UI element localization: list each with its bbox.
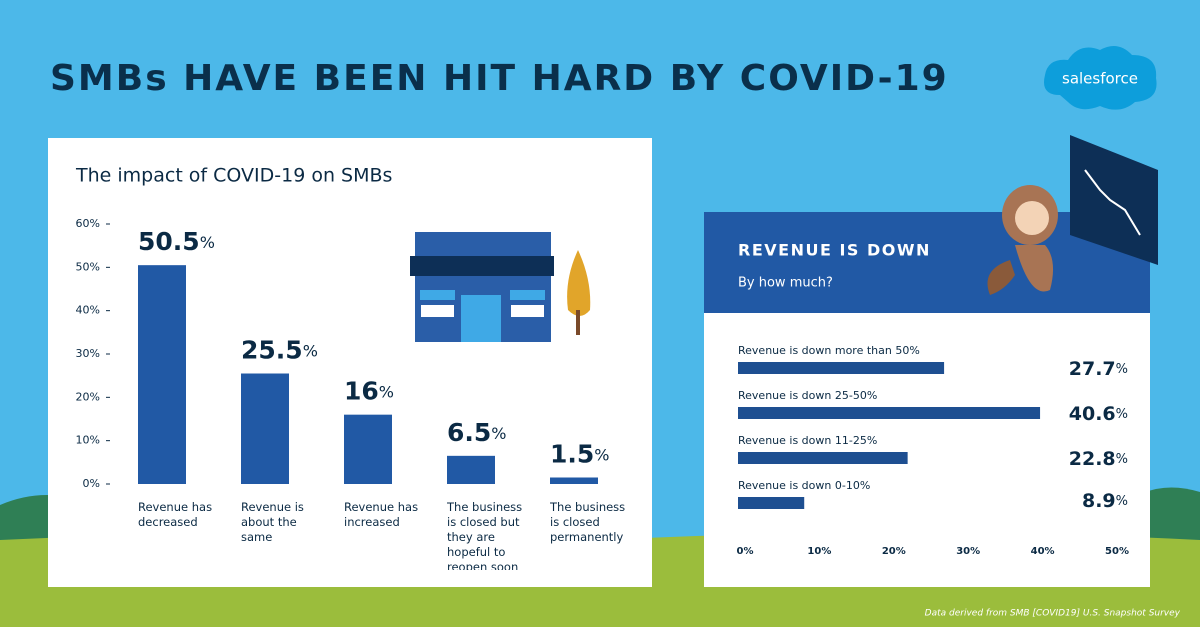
source-note: Data derived from SMB [COVID19] U.S. Sna… xyxy=(925,609,1181,619)
y-tick-label: 30% xyxy=(76,347,100,360)
window xyxy=(511,305,544,317)
bar xyxy=(738,362,945,374)
mascot-body xyxy=(1015,245,1054,292)
x-tick-label: Revenue has decreased xyxy=(138,500,213,529)
y-tick-label: 40% xyxy=(76,304,100,317)
bar xyxy=(344,414,392,484)
value-label: 27.7% xyxy=(1069,358,1128,380)
value-label: 16% xyxy=(344,377,394,406)
y-tick-label: 0% xyxy=(83,477,100,490)
bar xyxy=(738,497,805,509)
bar xyxy=(138,265,186,484)
bar xyxy=(738,452,908,464)
category-label-box: Revenue is about the same xyxy=(241,500,304,544)
x-tick-label: 20% xyxy=(882,546,906,557)
awning xyxy=(510,290,545,300)
value-label: 25.5% xyxy=(241,336,318,365)
category-label-box: The business is closed but they are hope… xyxy=(447,500,523,570)
bar xyxy=(550,477,598,484)
x-tick-label: 50% xyxy=(1105,546,1129,557)
mascot-tail xyxy=(987,260,1015,295)
store-sign xyxy=(410,256,554,276)
logo-cloud xyxy=(1044,46,1157,110)
category-label-box: Revenue has decreased xyxy=(138,500,213,529)
value-label: 22.8% xyxy=(1069,448,1128,470)
y-tick-label: Revenue is down more than 50% xyxy=(738,344,920,357)
x-tick-label: The business is closed but they are hope… xyxy=(447,500,523,570)
window xyxy=(421,305,454,317)
x-tick-label: 10% xyxy=(807,546,831,557)
mascot-illustration xyxy=(987,135,1158,295)
page-title: SMBs HAVE BEEN HIT HARD BY COVID-19 xyxy=(50,58,949,99)
category-label-box: Revenue has increased xyxy=(344,500,419,529)
y-tick-label: 10% xyxy=(76,434,100,447)
value-label: 1.5% xyxy=(550,440,610,469)
x-tick-label: 30% xyxy=(956,546,980,557)
tree xyxy=(567,250,591,316)
mascot-face xyxy=(1015,201,1049,235)
x-tick-label: Revenue is about the same xyxy=(241,500,304,544)
bar xyxy=(241,373,289,484)
chart-title: The impact of COVID-19 on SMBs xyxy=(75,165,392,187)
x-tick-label: Revenue has increased xyxy=(344,500,419,529)
y-tick-label: 50% xyxy=(76,260,100,273)
bar xyxy=(738,407,1041,419)
store-door xyxy=(461,295,501,342)
y-tick-label: Revenue is down 25-50% xyxy=(738,389,877,402)
logo-text: salesforce xyxy=(1062,70,1138,88)
store-illustration xyxy=(410,232,591,342)
awning xyxy=(420,290,455,300)
x-tick-label: The business is closed permanently xyxy=(550,500,626,544)
bar xyxy=(447,455,495,484)
y-tick-label: Revenue is down 0-10% xyxy=(738,479,870,492)
chalk-line xyxy=(1084,169,1141,236)
chalkboard xyxy=(1070,135,1158,265)
category-label-box: The business is closed permanently xyxy=(550,500,626,544)
x-tick-label: 40% xyxy=(1031,546,1055,557)
value-label: 8.9% xyxy=(1082,490,1128,512)
chart-title: REVENUE IS DOWN xyxy=(738,241,931,260)
logo: salesforce xyxy=(1044,46,1157,110)
y-tick-label: Revenue is down 11-25% xyxy=(738,434,877,447)
chart-subtitle: By how much? xyxy=(738,276,833,291)
x-tick-label: 0% xyxy=(737,546,754,557)
y-tick-label: 60% xyxy=(76,217,100,230)
y-tick-label: 20% xyxy=(76,390,100,403)
tree-trunk xyxy=(576,310,580,335)
value-label: 6.5% xyxy=(447,418,507,447)
value-label: 40.6% xyxy=(1069,403,1128,425)
value-label: 50.5% xyxy=(138,227,215,256)
